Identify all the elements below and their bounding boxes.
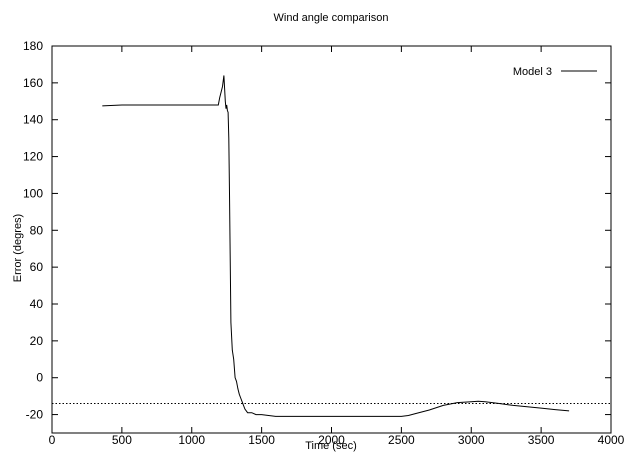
x-tick-label: 1500: [248, 433, 275, 447]
chart-title: Wind angle comparison: [274, 12, 389, 24]
y-tick-label: 80: [30, 223, 44, 237]
x-tick-label: 2500: [388, 433, 415, 447]
series-line-model-3: [102, 75, 570, 417]
x-tick-label: 4000: [598, 433, 625, 447]
y-tick-label: 100: [23, 186, 43, 200]
x-tick-label: 1000: [178, 433, 205, 447]
y-tick-label: 60: [30, 260, 44, 274]
plot-frame: [51, 45, 612, 434]
tick-labels: 0 500 1000 1500 2000 2500 3000 3500 4000 -20 0 20 40…: [23, 39, 625, 447]
y-axis-label: Error (degres): [12, 214, 24, 282]
y-tick-label: 160: [23, 76, 43, 90]
y-tick-label: 120: [23, 150, 43, 164]
legend: Model 3: [513, 66, 597, 78]
y-tick-label: 180: [23, 39, 43, 53]
x-tick-label: 0: [49, 433, 56, 447]
tick-marks: [51, 45, 612, 433]
y-tick-label: 0: [36, 371, 43, 385]
legend-label-model-3: Model 3: [513, 66, 552, 78]
y-tick-label: -20: [26, 408, 44, 422]
x-tick-label: 3000: [458, 433, 485, 447]
x-tick-label: 2000: [318, 433, 345, 447]
y-tick-label: 140: [23, 113, 43, 127]
x-tick-label: 500: [112, 433, 132, 447]
y-tick-label: 40: [30, 297, 44, 311]
x-axis-label: Time (sec): [305, 440, 357, 452]
series-lines: [52, 75, 611, 417]
x-tick-label: 3500: [528, 433, 555, 447]
y-tick-label: 20: [30, 334, 44, 348]
